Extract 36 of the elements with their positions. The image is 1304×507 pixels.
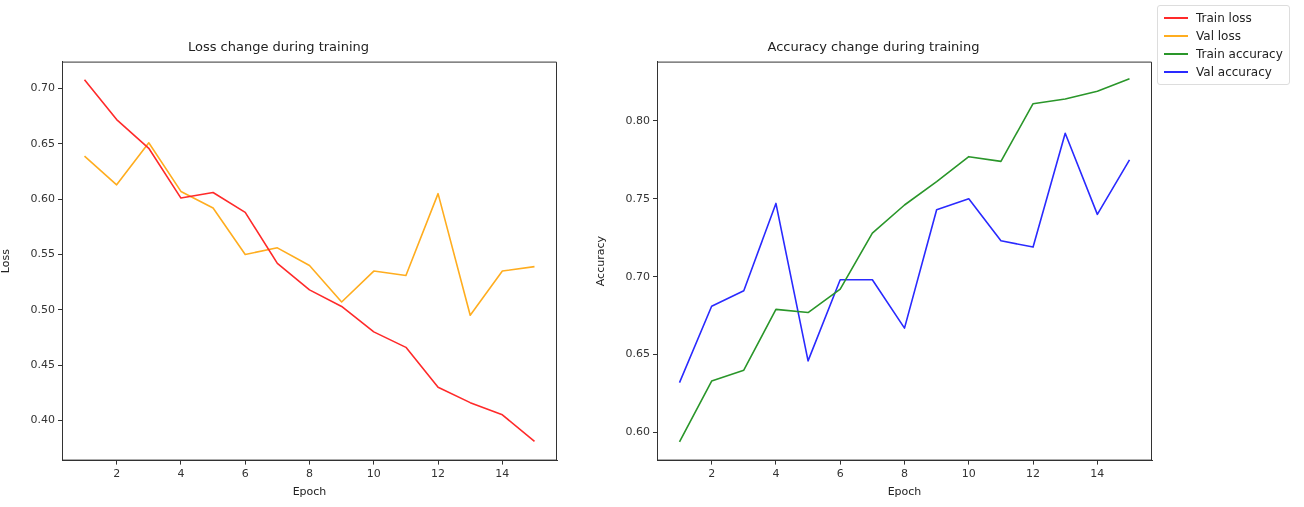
x-tick-label: 2 bbox=[708, 467, 716, 481]
x-tick-label: 8 bbox=[901, 467, 908, 481]
x-tick-label: 10 bbox=[961, 467, 976, 481]
x-tick-label: 6 bbox=[836, 467, 844, 481]
y-tick-label: 0.75 bbox=[625, 191, 650, 205]
chart-title: Accuracy change during training bbox=[767, 39, 980, 55]
x-axis-title: Epoch bbox=[887, 485, 922, 499]
x-tick-label: 4 bbox=[177, 467, 185, 481]
x-tick-label: 4 bbox=[772, 467, 780, 481]
legend-label: Val loss bbox=[1196, 29, 1241, 43]
y-axis-title: Loss bbox=[0, 248, 13, 274]
x-tick-label: 12 bbox=[1026, 467, 1041, 481]
y-tick-label: 0.55 bbox=[30, 247, 55, 261]
legend-label: Train loss bbox=[1196, 11, 1252, 25]
y-tick-label: 0.65 bbox=[30, 136, 55, 150]
y-axis-title: Accuracy bbox=[594, 235, 608, 287]
y-tick-label: 0.60 bbox=[30, 192, 55, 206]
y-tick-label: 0.65 bbox=[625, 347, 650, 361]
x-tick-label: 2 bbox=[113, 467, 121, 481]
x-tick-label: 8 bbox=[306, 467, 313, 481]
legend-label: Train accuracy bbox=[1196, 47, 1283, 61]
chart-title: Loss change during training bbox=[187, 39, 370, 55]
y-tick-label: 0.50 bbox=[30, 302, 55, 316]
y-tick-label: 0.80 bbox=[625, 113, 650, 127]
x-tick-label: 10 bbox=[366, 467, 381, 481]
x-tick-label: 14 bbox=[1090, 467, 1105, 481]
x-axis-title: Epoch bbox=[292, 485, 327, 499]
y-tick-label: 0.45 bbox=[30, 357, 55, 371]
y-tick-label: 0.60 bbox=[625, 425, 650, 439]
x-tick-label: 14 bbox=[495, 467, 510, 481]
y-tick-label: 0.70 bbox=[625, 269, 650, 283]
legend-label: Val accuracy bbox=[1196, 65, 1272, 79]
x-tick-label: 12 bbox=[431, 467, 446, 481]
x-tick-label: 6 bbox=[241, 467, 249, 481]
y-tick-label: 0.70 bbox=[30, 81, 55, 95]
y-tick-label: 0.40 bbox=[30, 413, 55, 427]
